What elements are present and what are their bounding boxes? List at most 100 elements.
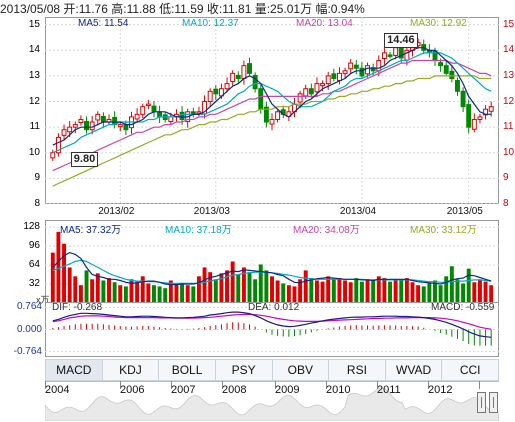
volume-bar <box>101 280 106 303</box>
ma10-line <box>52 52 492 154</box>
volume-bar <box>477 279 482 303</box>
vol-ma20-label: MA20: 34.08万 <box>293 225 360 236</box>
volume-bar <box>157 286 162 303</box>
tab-macd[interactable]: MACD <box>45 359 103 381</box>
candle-body <box>297 93 303 103</box>
volume-ma5-line <box>52 251 492 286</box>
volume-bar <box>247 272 252 303</box>
candle-body <box>134 113 140 120</box>
volume-bar <box>298 279 303 303</box>
vol-ma5-label: MA5: 37.32万 <box>60 225 122 236</box>
candle-body <box>348 62 354 70</box>
candle-body <box>460 90 466 108</box>
volume-bar <box>466 268 471 303</box>
volume-bar <box>129 279 134 303</box>
volume-bar <box>303 270 308 303</box>
price-left-tick: 11 <box>29 121 40 133</box>
candle-body <box>207 90 213 103</box>
candle-body <box>89 121 95 131</box>
tab-kdj[interactable]: KDJ <box>102 359 160 381</box>
volume-bar <box>489 285 494 303</box>
quote-volume: 量:25.01万 <box>254 2 313 16</box>
volume-bar <box>62 243 67 303</box>
volume-bar <box>213 279 218 303</box>
volume-bar <box>359 281 364 303</box>
candle-body <box>157 111 163 118</box>
candle-body <box>325 75 331 85</box>
volume-tick: 96 <box>28 240 40 252</box>
candle-body <box>50 152 56 159</box>
price-extreme-annotation: 14.46 <box>384 32 418 48</box>
timeline-right-handle[interactable] <box>489 392 498 413</box>
volume-bar <box>455 279 460 303</box>
candle-body <box>336 72 342 82</box>
price-left-tick: 14 <box>28 44 40 56</box>
volume-bar <box>461 283 466 303</box>
volume-bar <box>236 274 241 303</box>
volume-bar <box>202 267 207 303</box>
volume-bar <box>410 282 415 303</box>
price-ma5-label: MA5: 11.54 <box>78 18 129 29</box>
volume-bar <box>371 280 376 303</box>
candle-body <box>342 70 348 74</box>
volume-bar <box>78 285 83 303</box>
year-2006: 2006 <box>120 384 145 396</box>
candle-body <box>84 121 89 131</box>
year-2004: 2004 <box>45 384 70 396</box>
volume-bar <box>270 276 274 303</box>
candle-body <box>61 129 67 136</box>
candle-body <box>235 74 241 79</box>
volume-bar <box>365 279 370 303</box>
timeline-left-handle[interactable] <box>477 392 486 413</box>
volume-bar <box>314 280 319 303</box>
tab-obv[interactable]: OBV <box>272 359 330 381</box>
macd-tick: 0.000 <box>16 323 42 335</box>
tab-wvad[interactable]: WVAD <box>385 359 443 381</box>
year-2012: 2012 <box>428 384 453 396</box>
volume-bar <box>208 272 213 303</box>
candle-body <box>196 111 202 114</box>
candle-body <box>387 54 393 57</box>
price-ma10-label: MA10: 12.37 <box>182 18 239 29</box>
tab-boll[interactable]: BOLL <box>159 359 216 381</box>
candle-body <box>438 62 444 67</box>
macd-chart[interactable] <box>45 302 499 357</box>
candle-body <box>151 105 157 113</box>
candle-body <box>230 72 236 83</box>
volume-bar <box>225 270 230 303</box>
quote-close: 收:11.81 <box>206 2 252 16</box>
candle-body <box>353 64 359 69</box>
tab-rsi[interactable]: RSI <box>329 359 386 381</box>
year-2010: 2010 <box>326 384 351 396</box>
volume-bar <box>382 278 387 303</box>
candle-body <box>100 115 106 123</box>
volume-bar <box>168 280 173 303</box>
price-candlestick-chart[interactable] <box>45 17 499 204</box>
price-left-tick: 8 <box>34 198 40 209</box>
vol-ma30-label: MA30: 33.12万 <box>410 225 477 236</box>
volume-bar-chart[interactable] <box>45 220 499 303</box>
candle-body <box>314 83 320 93</box>
tab-psy[interactable]: PSY <box>215 359 273 381</box>
tab-cci[interactable]: CCI <box>442 359 499 381</box>
volume-bar <box>123 286 128 303</box>
volume-bar <box>388 281 392 303</box>
candle-body <box>179 111 185 120</box>
candle-body <box>365 65 371 75</box>
price-left-tick: 9 <box>34 172 40 184</box>
candle-body <box>252 74 258 90</box>
volume-bar <box>253 279 258 303</box>
vol-ma10-label: MA10: 37.18万 <box>165 225 232 236</box>
timeline-navigator[interactable] <box>45 381 499 421</box>
price-left-tick: 12 <box>28 95 40 107</box>
volume-bar <box>118 285 123 303</box>
candle-body <box>381 52 387 59</box>
price-left-tick: 10 <box>28 146 40 158</box>
volume-bar <box>281 283 286 303</box>
candle-body <box>393 47 399 56</box>
candle-body <box>55 136 61 154</box>
volume-bar <box>67 267 72 303</box>
volume-tick: 32 <box>28 278 40 290</box>
volume-bar <box>180 282 185 303</box>
price-right-tick: 8 <box>503 198 509 209</box>
